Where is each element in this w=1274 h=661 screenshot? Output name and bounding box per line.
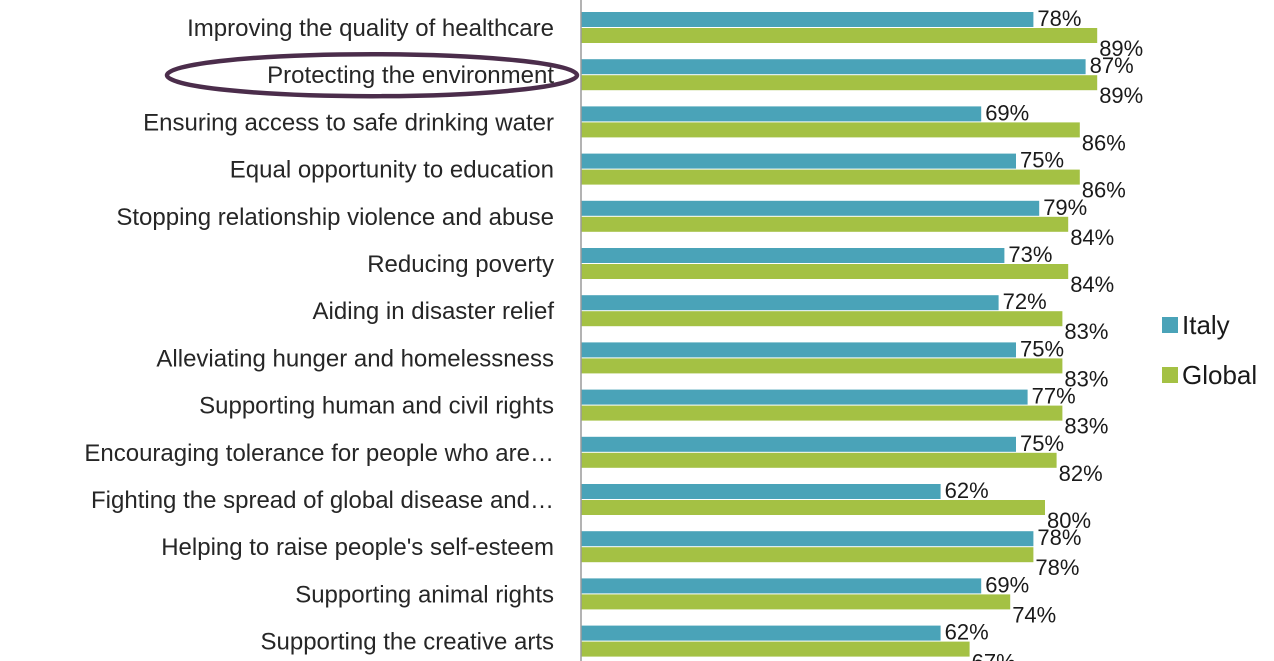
- category-label: Supporting human and civil rights: [199, 393, 554, 420]
- italy-value-label: 79%: [1043, 195, 1087, 220]
- category-label: Alleviating hunger and homelessness: [156, 345, 554, 372]
- global-value-label: 84%: [1070, 272, 1114, 297]
- global-bar: [581, 547, 1034, 563]
- italy-bar: [581, 248, 1005, 263]
- global-bar: [581, 452, 1057, 468]
- italy-value-label: 75%: [1020, 431, 1064, 456]
- italy-bar: [581, 153, 1016, 169]
- italy-bar: [581, 484, 941, 499]
- category-label: Protecting the environment: [267, 62, 554, 89]
- global-bar: [581, 641, 970, 657]
- global-value-label: 89%: [1099, 83, 1143, 108]
- global-bar: [581, 594, 1011, 610]
- italy-bar: [581, 389, 1028, 405]
- global-bar: [581, 405, 1063, 421]
- italy-bar: [581, 578, 982, 594]
- italy-value-label: 73%: [1008, 242, 1052, 267]
- italy-value-label: 75%: [1020, 148, 1064, 173]
- category-labels: Improving the quality of healthcare Prote…: [84, 15, 554, 656]
- italy-bar: [581, 625, 941, 641]
- italy-value-label: 69%: [985, 572, 1029, 597]
- italy-value-label: 77%: [1032, 384, 1076, 409]
- category-label: Ensuring access to safe drinking water: [143, 109, 554, 136]
- italy-legend-label: Italy: [1182, 310, 1230, 340]
- global-value-label: 86%: [1082, 130, 1126, 155]
- italy-value-label: 75%: [1020, 336, 1064, 361]
- category-label: Equal opportunity to education: [230, 157, 554, 184]
- category-label: Helping to raise people's self-esteem: [161, 534, 554, 561]
- global-value-label: 86%: [1082, 178, 1126, 203]
- italy-bar: [581, 200, 1040, 216]
- global-bar: [581, 28, 1098, 43]
- global-value-label: 82%: [1059, 461, 1103, 486]
- category-label: Aiding in disaster relief: [313, 298, 555, 325]
- italy-bar: [581, 342, 1016, 358]
- italy-value-label: 78%: [1037, 6, 1081, 31]
- global-value-label: 84%: [1070, 225, 1114, 250]
- global-bar: [581, 500, 1045, 515]
- global-bar: [581, 122, 1080, 138]
- category-label: Supporting animal rights: [295, 581, 554, 608]
- global-value-label: 83%: [1064, 414, 1108, 439]
- italy-bar: [581, 106, 982, 122]
- italy-value-label: 62%: [945, 620, 989, 645]
- category-label: Fighting the spread of global disease an…: [91, 487, 554, 514]
- category-label: Improving the quality of healthcare: [187, 15, 554, 42]
- chart-bars: [581, 12, 1098, 657]
- global-legend-label: Global: [1182, 360, 1257, 390]
- global-value-label: 67%: [972, 650, 1016, 661]
- category-label: Reducing poverty: [367, 251, 554, 278]
- italy-bar: [581, 436, 1016, 452]
- italy-bar: [581, 12, 1034, 27]
- global-bar: [581, 169, 1080, 185]
- global-bar: [581, 358, 1063, 374]
- highlight-ellipse: [164, 51, 580, 99]
- global-value-label: 89%: [1099, 36, 1143, 61]
- italy-value-label: 87%: [1090, 53, 1134, 78]
- global-bar: [581, 264, 1069, 279]
- global-value-label: 78%: [1035, 555, 1079, 580]
- global-legend-swatch: [1162, 367, 1178, 383]
- italy-value-label: 78%: [1037, 525, 1081, 550]
- global-bar: [581, 75, 1098, 91]
- category-label: Encouraging tolerance for people who are…: [84, 440, 554, 467]
- italy-value-label: 69%: [985, 100, 1029, 125]
- global-value-label: 83%: [1064, 366, 1108, 391]
- global-bar: [581, 311, 1063, 327]
- value-labels: 78%89%87%89%69%86%75%86%79%84%73%84%72%8…: [945, 6, 1144, 661]
- global-bar: [581, 216, 1069, 232]
- category-label: Stopping relationship violence and abuse: [116, 204, 554, 231]
- global-value-label: 80%: [1047, 508, 1091, 533]
- global-value-label: 74%: [1012, 602, 1056, 627]
- category-label: Supporting the creative arts: [261, 629, 555, 656]
- italy-value-label: 62%: [945, 478, 989, 503]
- italy-bar: [581, 59, 1086, 75]
- italy-bar: [581, 531, 1034, 547]
- italy-legend-swatch: [1162, 317, 1178, 333]
- italy-value-label: 72%: [1003, 289, 1047, 314]
- legend: Italy Global: [1162, 310, 1257, 390]
- global-value-label: 83%: [1064, 319, 1108, 344]
- italy-bar: [581, 295, 999, 311]
